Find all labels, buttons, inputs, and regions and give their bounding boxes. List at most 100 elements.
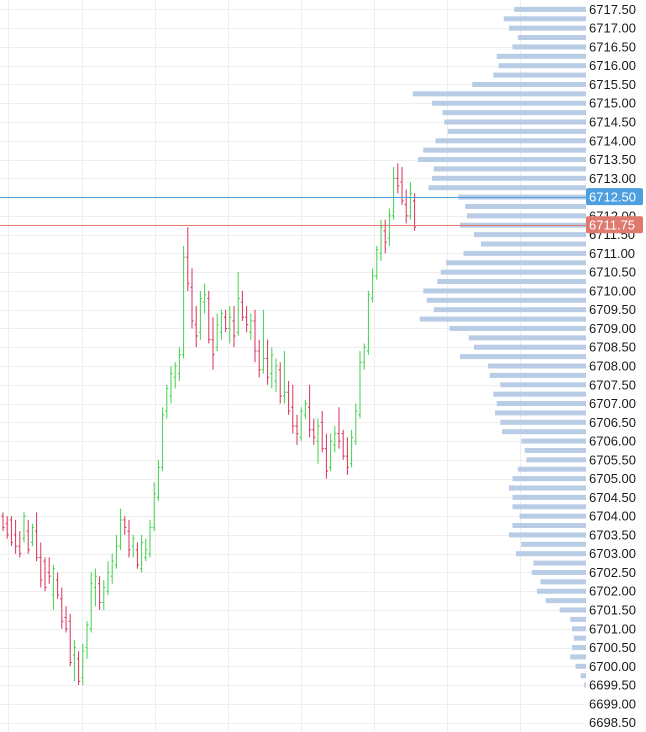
volume-profile-bar [442,110,586,116]
y-tick-label: 6708.00 [589,359,636,374]
y-tick-label: 6715.50 [589,77,636,92]
candle [98,576,102,610]
candle [371,268,375,303]
candle [207,290,211,344]
volume-profile-bar [474,232,586,238]
y-tick-label: 6709.50 [589,302,636,317]
volume-profile-bar [446,260,586,266]
volume-profile-bar [509,532,586,538]
y-tick-label: 6713.50 [589,152,636,167]
y-tick-label: 6705.50 [589,452,636,467]
candle [72,640,76,682]
volume-profile-bar [509,25,586,31]
candle [165,384,169,419]
y-tick-label: 6711.00 [589,246,635,261]
y-tick-label: 6702.50 [589,565,636,580]
candle [102,579,106,610]
candle [224,309,228,333]
candle [89,572,93,633]
candle [110,553,114,584]
candle [198,290,202,340]
candle [119,508,123,550]
volume-profile-bar [433,166,586,172]
candle [123,516,127,535]
volume-profile-bar [423,147,586,153]
volume-profile-bar [419,316,586,322]
volume-profile-bar [468,335,586,341]
price-axis[interactable]: 6717.50 6717.00 6716.50 6716.00 6715.50 6715.… [589,2,636,730]
volume-profile-bar [533,560,586,566]
candle [219,309,223,340]
y-tick-label: 6700.00 [589,659,636,674]
candle [140,534,144,573]
candle [5,516,9,539]
volume-profile-bar [545,598,586,604]
volume-profile-bar [531,569,586,575]
y-tick-label: 6703.50 [589,527,636,542]
volume-profile-bar [437,279,586,285]
red-price-badge: 6711.75 [586,216,643,234]
candle [295,414,299,445]
y-tick-label: 6709.00 [589,321,636,336]
y-tick-label: 6716.50 [589,39,636,54]
volume-profile-bar [509,485,586,491]
candle [366,290,370,355]
volume-profile-bar [500,419,586,425]
candle [106,561,110,595]
candle [253,309,257,363]
volume-profile-bar [512,504,586,510]
y-tick-label: 6699.50 [589,678,636,693]
volume-profile-bar [418,157,586,163]
volume-profile [412,6,586,688]
candle [148,519,152,558]
candle [383,219,387,254]
candle [81,643,85,686]
y-tick-label: 6701.00 [589,621,636,636]
volume-profile-bar [572,626,586,632]
candle [60,587,64,629]
candle [173,362,177,389]
candle [270,347,274,389]
candle [64,606,68,633]
candle [266,339,270,385]
y-tick-label: 6705.00 [589,471,636,486]
volume-profile-bar [512,494,586,500]
volume-profile-bar [496,53,586,59]
candle [400,167,404,205]
volume-profile-bar [467,213,586,219]
candle [47,557,51,584]
candle [392,167,396,220]
candle [333,426,337,453]
candle [43,557,47,592]
y-tick-label: 6707.50 [589,377,636,392]
volume-profile-bar [472,81,586,87]
candle [257,339,261,378]
y-tick-label: 6706.00 [589,434,636,449]
volume-profile-bar [503,16,586,22]
candle [68,613,72,667]
y-tick-label: 6700.50 [589,640,636,655]
candle [85,621,89,659]
candle [152,482,156,532]
volume-profile-bar [447,128,586,134]
y-tick-label: 6707.00 [589,396,636,411]
volume-profile-bar [572,645,586,651]
candle [375,245,379,280]
candle [194,305,198,348]
volume-profile-bar [432,100,586,106]
candle [30,523,34,547]
candle [39,542,43,588]
volume-profile-bar [423,288,586,294]
volume-profile-bar [440,269,586,275]
volume-profile-bar [540,579,586,585]
price-badges: 6712.50 6711.75 [586,188,643,234]
candle [35,512,39,562]
candle [299,407,303,442]
candle [215,313,219,351]
candle [131,534,135,558]
candle [190,268,194,329]
volume-profile-bar [432,175,586,181]
candle [1,512,5,532]
candle [144,538,148,562]
